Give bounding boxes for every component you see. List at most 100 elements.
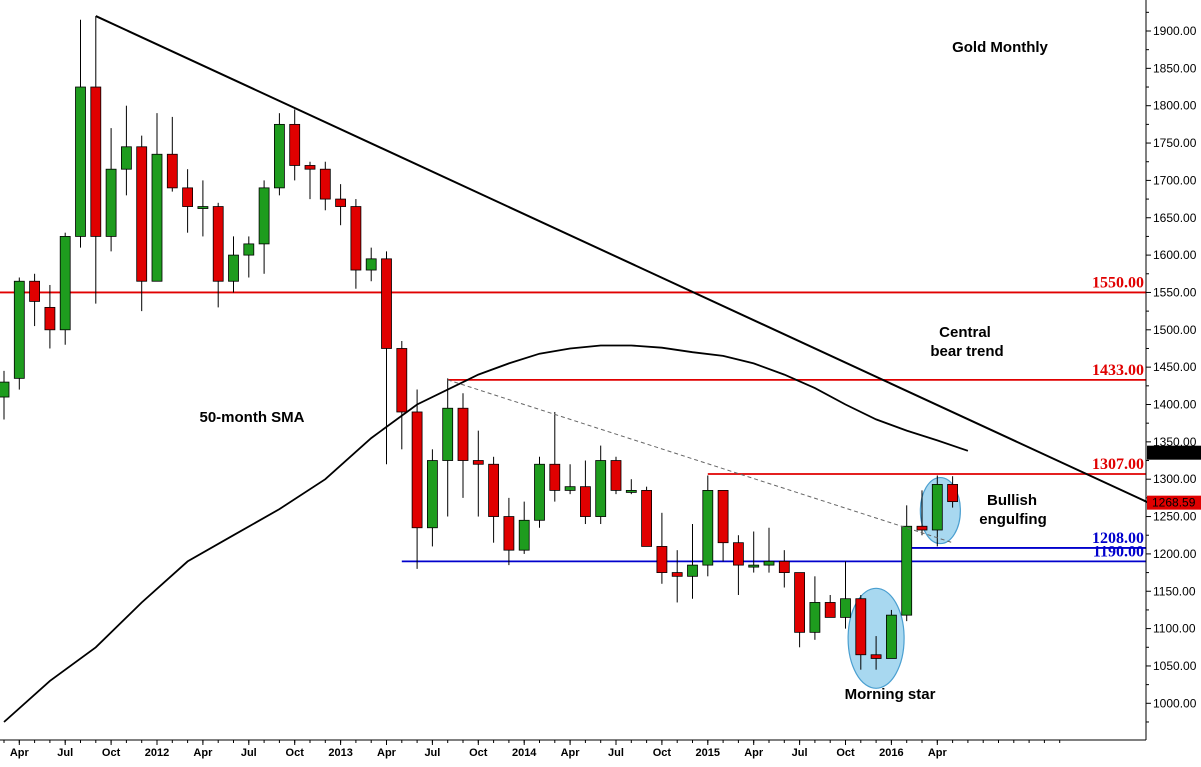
candle-body [319,168,331,200]
candle-body [136,146,148,282]
candle-61 [931,475,943,547]
x-tick-label: Apr [10,747,30,759]
y-tick-label: 1400.00 [1153,398,1197,412]
y-tick-label: 1800.00 [1153,99,1197,113]
candle-body [824,602,836,618]
candle-body [687,564,698,577]
candle-43 [656,512,668,584]
level-label-1433.00: 1433.00 [1092,362,1144,379]
level-label-1190.00: 1190.00 [1093,543,1144,560]
sma-line [3,344,969,723]
candle-body [335,198,347,207]
candle-body [75,86,86,237]
sma-line-group [3,344,969,723]
candle-17 [258,180,270,274]
candle-5 [75,19,86,248]
candle-body [426,460,438,529]
candle-22 [335,184,347,226]
candle-body [304,165,316,170]
trendline-central-bear-trend [95,15,1160,509]
candle-body [166,153,178,189]
sma-value-badge: 1335.49 [1152,446,1196,460]
candle-52 [794,572,805,648]
candle-body [901,525,913,616]
candle-body [916,525,928,531]
candle-7 [105,128,117,252]
x-tick-label: Oct [102,747,121,759]
candle-1 [13,277,25,390]
candle-3 [44,284,56,349]
sma-label: 50-month SMA [200,409,305,426]
trendlines [95,15,1160,544]
candle-58 [886,609,897,659]
sma-value-badge-bg [1147,445,1201,460]
candle-44 [671,550,683,603]
chart-title: Gold Monthly [952,39,1048,56]
candle-13 [197,180,209,237]
candle-body [289,123,301,166]
candle-27 [411,389,423,569]
y-tick-label: 1450.00 [1153,360,1197,374]
candle-body [273,123,285,189]
last-price-badge: 1268.59 [1152,496,1196,510]
candle-48 [733,535,744,595]
candle-30 [457,393,469,498]
candle-body [595,460,607,517]
candle-8 [121,105,132,196]
candle-body [794,572,805,633]
candle-body [488,463,500,517]
candle-25 [381,251,392,465]
candle-37 [564,464,576,495]
candle-body [503,516,515,551]
candle-4 [59,232,71,345]
y-tick-label: 1150.00 [1153,584,1196,598]
last-price-badge-bg [1147,495,1201,510]
x-tick-label: Oct [286,747,305,759]
level-label-1307.00: 1307.00 [1092,456,1144,473]
x-tick-label: Jul [424,747,440,759]
x-tick-label: Apr [561,747,581,759]
x-tick-label: Apr [928,747,948,759]
y-tick-label: 1300.00 [1153,472,1197,486]
candle-20 [304,161,316,200]
candle-0 [0,370,10,420]
candle-body [182,187,194,207]
candle-body [0,381,10,398]
candle-body [534,463,545,521]
candle-10 [151,113,163,282]
candle-body [381,258,392,349]
candle-23 [350,199,362,289]
candle-body [625,490,637,493]
candle-body [29,280,41,302]
candle-57 [870,636,882,670]
level-label-1208.00: 1208.00 [1092,530,1144,547]
candle-body [778,560,790,573]
candle-6 [90,16,102,304]
y-tick-label: 1050.00 [1153,659,1197,673]
candle-47 [717,490,729,562]
candle-36 [549,411,561,502]
candle-body [121,146,132,170]
candle-body [518,519,530,551]
candle-21 [319,161,331,211]
candle-body [931,484,943,531]
y-tick-label: 1100.00 [1153,622,1196,636]
candle-body [105,168,117,237]
y-tick-label: 1750.00 [1153,136,1197,150]
candle-54 [824,594,836,618]
candle-2 [29,273,41,327]
candle-18 [273,113,285,196]
candle-42 [641,486,652,547]
candle-34 [518,501,530,554]
candle-body [472,460,484,465]
candle-body [886,614,897,659]
x-tick-label: Jul [792,747,808,759]
candle-body [564,486,576,491]
x-tick-label: Oct [836,747,855,759]
candle-46 [702,475,714,577]
candle-11 [166,116,178,192]
y-tick-label: 1850.00 [1153,61,1197,75]
candle-9 [136,135,148,312]
candle-body [13,280,25,379]
